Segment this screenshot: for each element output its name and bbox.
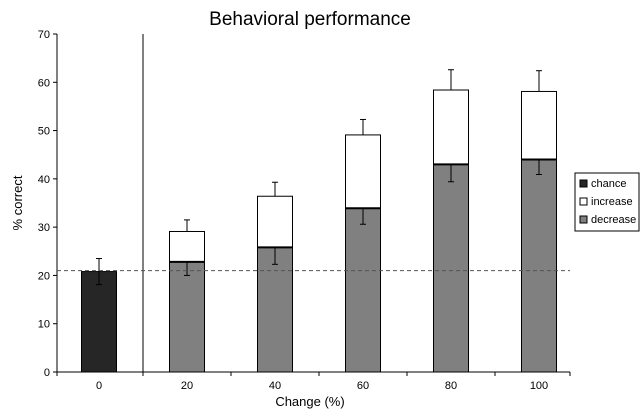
y-tick-label: 20 [38,270,50,282]
bar-chance [81,271,117,373]
bar-decrease [521,159,557,373]
legend-swatch-chance [579,179,588,188]
y-tick-label: 60 [38,77,50,89]
y-tick-label: 0 [44,367,50,379]
bar-increase [521,90,557,161]
legend-label-chance: chance [591,178,626,190]
x-tick-label: 0 [96,380,102,392]
x-tick-label: 20 [181,380,193,392]
x-tick-label: 80 [445,380,457,392]
y-tick-label: 30 [38,222,50,234]
legend-label-increase: increase [591,196,633,208]
y-tick-label: 70 [38,29,50,41]
bar-increase [433,89,469,165]
bar-decrease [345,207,381,373]
y-tick-label: 40 [38,174,50,186]
x-tick-label: 100 [530,380,548,392]
bar-increase [345,134,381,209]
bar-increase [257,195,293,248]
y-tick-label: 10 [38,319,50,331]
chart-title: Behavioral performance [209,9,411,30]
bar-decrease [257,246,293,373]
x-tick-label: 60 [357,380,369,392]
legend-swatch-increase [579,197,588,206]
bar-decrease [433,163,469,373]
bar-increase [169,230,205,263]
legend-swatch-decrease [579,215,588,224]
x-tick-label: 40 [269,380,281,392]
y-tick-label: 50 [38,126,50,138]
plot-area: 0 10 20 30 40 50 60 70 0 20 40 60 80 100 [38,29,571,392]
legend-label-decrease: decrease [591,214,636,226]
legend: chance increase decrease [574,172,640,232]
x-axis-label: Change (%) [275,394,344,409]
y-axis-label: % correct [10,175,25,230]
bar-decrease [169,261,205,373]
